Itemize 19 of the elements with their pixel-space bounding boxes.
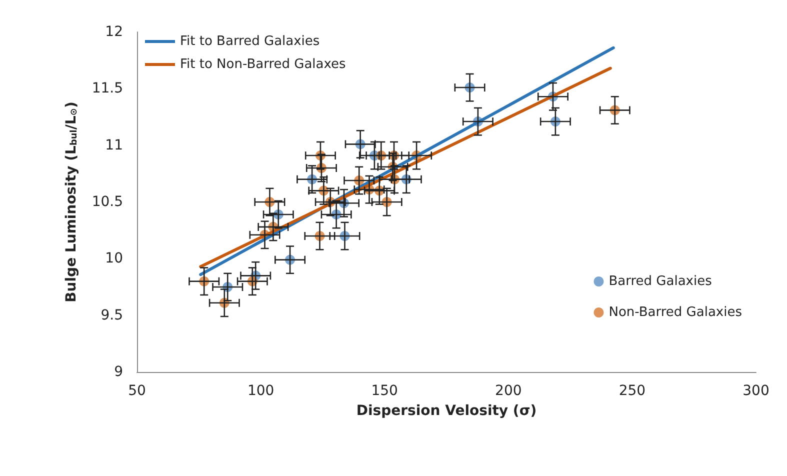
x-tick-label: 200 bbox=[495, 383, 522, 399]
x-tick-label: 50 bbox=[128, 383, 146, 399]
x-tick-label: 300 bbox=[742, 383, 770, 399]
y-tick-label: 10.5 bbox=[92, 194, 123, 210]
x-tick-label: 100 bbox=[247, 383, 274, 399]
x-tick-label: 150 bbox=[371, 383, 398, 399]
legend-label: Fit to Barred Galaxies bbox=[180, 34, 320, 49]
legend-label: Fit to Non-Barred Galaxes bbox=[180, 57, 346, 72]
x-axis-title: Dispersion Velosity (σ) bbox=[356, 403, 537, 419]
x-tick-label: 250 bbox=[618, 383, 646, 399]
y-tick-label: 10 bbox=[105, 250, 123, 267]
y-tick-label: 12 bbox=[105, 24, 123, 40]
legend-label: Barred Galaxies bbox=[608, 274, 712, 289]
legend-label: Non-Barred Galaxies bbox=[608, 305, 742, 320]
y-tick-label: 11 bbox=[105, 137, 123, 154]
y-tick-label: 9.5 bbox=[100, 307, 123, 324]
y-tick-label: 11.5 bbox=[92, 80, 123, 97]
y-tick-label: 9 bbox=[114, 364, 123, 380]
y-axis-title: Bulge Luminosity (Lbul/L⊙) bbox=[64, 102, 80, 302]
